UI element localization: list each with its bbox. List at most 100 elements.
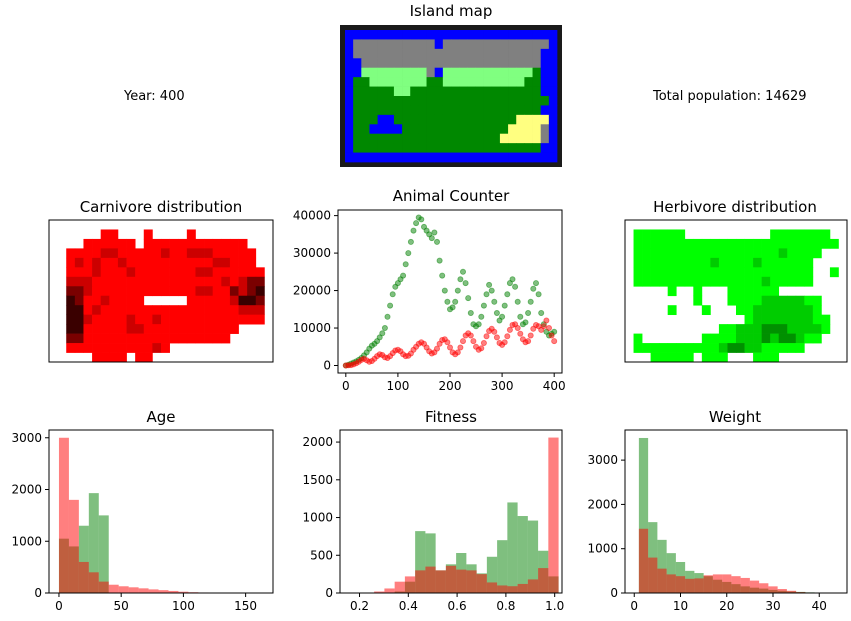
island-map-cell	[499, 124, 509, 135]
carnivore-cell	[221, 314, 231, 325]
carnivore-cell	[229, 324, 239, 334]
island-map-cell	[467, 77, 476, 87]
island-map-cell	[459, 67, 468, 78]
fitness-histogram-carnivore-bar	[538, 568, 549, 593]
island-map-cell	[483, 48, 493, 59]
herbivore-count-point	[431, 229, 438, 236]
island-map-cell	[442, 105, 452, 116]
herbivore-cell	[778, 276, 788, 287]
herbivore-cell	[753, 324, 762, 334]
island-map-cell	[418, 105, 427, 116]
herbivore-cell	[753, 276, 762, 287]
island-map-cell	[393, 48, 403, 59]
island-map-cell	[377, 77, 387, 87]
herbivore-cell	[812, 238, 822, 249]
herbivore-cell	[795, 295, 805, 306]
island-map-cell	[516, 77, 525, 87]
age-histogram-herbivore-bar	[88, 493, 99, 593]
weight-histogram-x-tick-label: 30	[765, 599, 780, 613]
herbivore-cell	[821, 324, 831, 334]
herbivore-count-point	[389, 291, 396, 298]
weight-histogram-herbivore-bar	[666, 553, 676, 593]
island-map-cell	[483, 96, 493, 106]
herbivore-cell	[701, 352, 711, 363]
carnivore-cell	[100, 314, 110, 325]
herbivore-cell	[778, 257, 788, 268]
carnivore-count-point	[457, 344, 464, 351]
carnivore-cell	[247, 295, 257, 306]
carnivore-cell	[247, 314, 257, 325]
carnivore-count-point	[517, 330, 524, 337]
island-map-cell	[467, 86, 476, 97]
herbivore-cell	[753, 314, 762, 325]
carnivore-cell	[109, 352, 119, 363]
age-histogram-x-tick-label: 50	[114, 599, 129, 613]
carnivore-cell	[83, 286, 93, 297]
island-map-cell	[410, 105, 419, 116]
island-map-cell	[345, 124, 354, 135]
herbivore-count-point	[512, 283, 519, 290]
island-map-cell	[548, 67, 558, 78]
carnivore-cell	[126, 305, 136, 316]
island-map-cell	[475, 77, 484, 87]
carnivore-cell	[74, 305, 84, 316]
fitness-histogram-herbivore-bar	[425, 533, 436, 593]
island-map-cell	[491, 152, 501, 163]
fitness-histogram-y-tick-label: 0	[325, 586, 333, 600]
island-map-cell	[410, 58, 419, 69]
island-map-cell	[548, 152, 558, 163]
carnivore-count-point	[548, 332, 555, 339]
herbivore-cell	[821, 314, 831, 325]
island-map-cell	[402, 48, 411, 59]
herbivore-cell	[804, 295, 814, 306]
island-map-cell	[540, 114, 550, 125]
island-map-cell	[516, 30, 525, 40]
age-histogram-herbivore-bar	[78, 525, 89, 593]
island-map-cell	[426, 86, 436, 97]
carnivore-cell	[238, 276, 248, 287]
herbivore-cell	[693, 257, 703, 268]
carnivore-cell	[83, 295, 93, 306]
animal-counter-x-tick-label: 300	[491, 379, 514, 393]
carnivore-cell	[100, 324, 110, 334]
island-map-cell	[402, 105, 411, 116]
island-map-cell	[508, 133, 517, 144]
fitness-histogram-carnivore-bar	[507, 586, 518, 593]
island-map-cell	[475, 86, 484, 97]
fitness-histogram-y-tick-label: 1000	[302, 511, 333, 525]
herbivore-count-point	[400, 272, 407, 279]
carnivore-cell	[221, 276, 231, 287]
island-map-cell	[418, 30, 427, 40]
carnivore-cell	[135, 343, 145, 353]
island-map-cell	[467, 143, 476, 153]
carnivore-cell	[109, 343, 119, 353]
herbivore-cell	[744, 324, 754, 334]
herbivore-cell	[804, 229, 814, 240]
herbivore-cell	[761, 267, 771, 278]
carnivore-count-point	[514, 324, 521, 331]
carnivore-cell	[117, 248, 127, 259]
island-map-cell	[499, 114, 509, 125]
island-map-cell	[451, 105, 460, 116]
herbivore-cell	[778, 229, 788, 240]
herbivore-cell	[744, 248, 754, 259]
herbivore-cell	[812, 314, 822, 325]
island-map-cell	[491, 86, 501, 97]
herbivore-count-point	[436, 257, 443, 264]
island-map-cell	[451, 30, 460, 40]
herbivore-cell	[787, 343, 797, 353]
carnivore-cell	[74, 276, 84, 287]
carnivore-cell	[92, 257, 102, 268]
herbivore-cell	[710, 352, 720, 363]
island-map-cell	[345, 77, 354, 87]
carnivore-cell	[109, 314, 119, 325]
carnivore-cell	[169, 286, 179, 297]
herbivore-cell	[693, 238, 703, 249]
island-map-cell	[418, 86, 427, 97]
island-map-cell	[516, 133, 525, 144]
carnivore-cell	[186, 238, 196, 249]
carnivore-cell	[186, 267, 196, 278]
island-map-cell	[369, 143, 378, 153]
island-map-cell	[434, 39, 444, 50]
carnivore-cell	[247, 257, 257, 268]
